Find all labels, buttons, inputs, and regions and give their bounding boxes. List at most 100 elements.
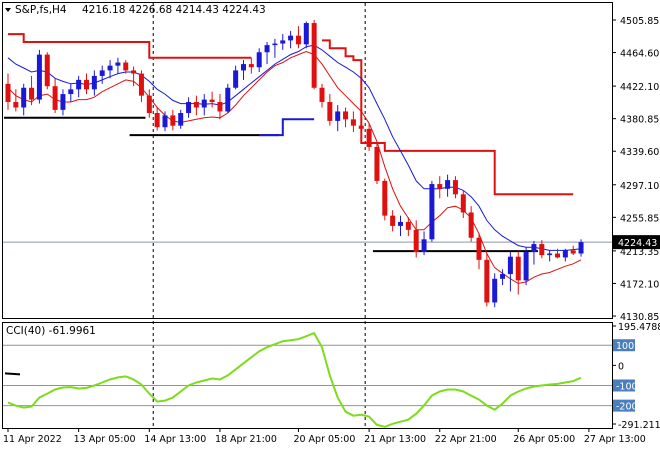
candle-down bbox=[374, 146, 380, 181]
current-price-tag bbox=[613, 235, 660, 250]
price-axis-label: 4422.10 bbox=[620, 82, 659, 93]
cci-start-marker bbox=[4, 372, 21, 376]
candle-up bbox=[21, 87, 27, 108]
candle-down bbox=[170, 115, 176, 126]
slow-ma-line bbox=[7, 50, 582, 285]
candle-down bbox=[13, 101, 19, 108]
candle-up bbox=[562, 250, 568, 258]
candle-up bbox=[107, 65, 113, 71]
trailing-stop-line bbox=[322, 39, 574, 196]
candle-down bbox=[555, 253, 560, 258]
ohlc-values: 4216.18 4226.68 4214.43 4224.43 bbox=[82, 4, 266, 16]
time-axis-label: 27 Apr 13:00 bbox=[584, 434, 646, 445]
candle-up bbox=[233, 70, 239, 88]
candle-up bbox=[288, 35, 294, 41]
candle-down bbox=[476, 237, 482, 260]
cci-axis-label: -100 bbox=[616, 381, 638, 392]
time-axis-label: 18 Apr 21:00 bbox=[215, 434, 277, 445]
current-price-value: 4224.43 bbox=[618, 238, 657, 249]
candle-down bbox=[295, 35, 301, 45]
time-axis-label: 22 Apr 21:00 bbox=[435, 434, 497, 445]
cci-level-tag bbox=[613, 379, 635, 392]
candle-down bbox=[437, 184, 443, 189]
candle-down bbox=[52, 86, 58, 110]
price-axis-label: 4213.35 bbox=[620, 247, 659, 258]
symbol-label: S&P,fs,H4 bbox=[15, 4, 67, 16]
cci-axis-label: 100 bbox=[616, 341, 634, 352]
cci-level-tag bbox=[613, 399, 635, 412]
candle-up bbox=[445, 180, 451, 189]
candle-up bbox=[578, 242, 584, 254]
candle-down bbox=[84, 79, 89, 90]
candle-down bbox=[539, 244, 545, 256]
candle-up bbox=[178, 113, 184, 126]
candle-down bbox=[413, 229, 419, 252]
candle-down bbox=[350, 119, 356, 126]
candle-up bbox=[421, 239, 427, 252]
candle-up bbox=[398, 221, 403, 226]
candle-up bbox=[429, 184, 435, 240]
candle-down bbox=[123, 62, 129, 71]
price-axis-label: 4130.85 bbox=[620, 312, 659, 323]
candle-down bbox=[311, 23, 317, 88]
candle-up bbox=[60, 94, 66, 110]
price-axis-label: 4297.10 bbox=[620, 181, 659, 192]
candle-down bbox=[390, 215, 396, 226]
candle-down bbox=[515, 256, 521, 281]
cci-axis-label: 0 bbox=[618, 361, 624, 372]
candle-up bbox=[186, 101, 192, 114]
price-axis-label: 4172.10 bbox=[620, 279, 659, 290]
time-axis-label: 26 Apr 05:00 bbox=[513, 434, 575, 445]
candle-down bbox=[138, 73, 144, 96]
time-axis-label: 21 Apr 13:00 bbox=[364, 434, 426, 445]
candle-up bbox=[523, 251, 529, 281]
candle-down bbox=[44, 54, 50, 87]
price-axis-label: 4380.85 bbox=[620, 115, 659, 126]
candle-up bbox=[500, 274, 506, 279]
price-axis-label: 4505.85 bbox=[620, 16, 659, 27]
trailing-stop-line bbox=[8, 33, 252, 59]
candle-down bbox=[358, 125, 364, 129]
candle-down bbox=[217, 101, 223, 112]
time-axis-label: 14 Apr 13:00 bbox=[144, 434, 206, 445]
candle-down bbox=[452, 180, 458, 195]
candle-down bbox=[405, 221, 411, 230]
candle-up bbox=[201, 99, 207, 108]
candle-down bbox=[193, 101, 199, 108]
candle-up bbox=[264, 45, 270, 53]
candle-down bbox=[29, 87, 35, 100]
cci-axis-label: 195.4788 bbox=[618, 322, 660, 333]
candle-up bbox=[303, 23, 309, 45]
candle-down bbox=[460, 194, 466, 213]
dropdown-triangle-icon[interactable] bbox=[5, 8, 11, 12]
candle-up bbox=[280, 40, 286, 44]
candle-up bbox=[91, 75, 97, 90]
cci-layer bbox=[3, 331, 612, 428]
price-axis-label: 4255.85 bbox=[620, 213, 659, 224]
cci-label: CCI(40) -61.9961 bbox=[6, 325, 96, 337]
candle-up bbox=[115, 62, 121, 66]
candle-down bbox=[248, 64, 254, 68]
time-axis-label: 13 Apr 05:00 bbox=[74, 434, 136, 445]
candle-down bbox=[131, 70, 137, 74]
cci-axis-label: -200 bbox=[616, 402, 638, 413]
candle-up bbox=[225, 87, 231, 112]
candle-down bbox=[327, 101, 333, 121]
candle-down bbox=[570, 250, 576, 254]
cci-level-tag bbox=[613, 339, 635, 352]
candle-down bbox=[366, 128, 372, 147]
time-axis-label: 11 Apr 2022 bbox=[3, 434, 62, 445]
candle-up bbox=[492, 278, 498, 303]
cci-line bbox=[7, 331, 582, 428]
candle-up bbox=[531, 244, 537, 252]
candle-up bbox=[162, 115, 168, 128]
candle-down bbox=[154, 113, 160, 128]
time-axis-label: 20 Apr 05:00 bbox=[293, 434, 355, 445]
candle-down bbox=[5, 83, 11, 102]
candle-up bbox=[335, 111, 341, 121]
candle-up bbox=[99, 70, 105, 76]
price-axis-label: 4464.60 bbox=[620, 49, 659, 60]
candle-up bbox=[256, 52, 262, 68]
